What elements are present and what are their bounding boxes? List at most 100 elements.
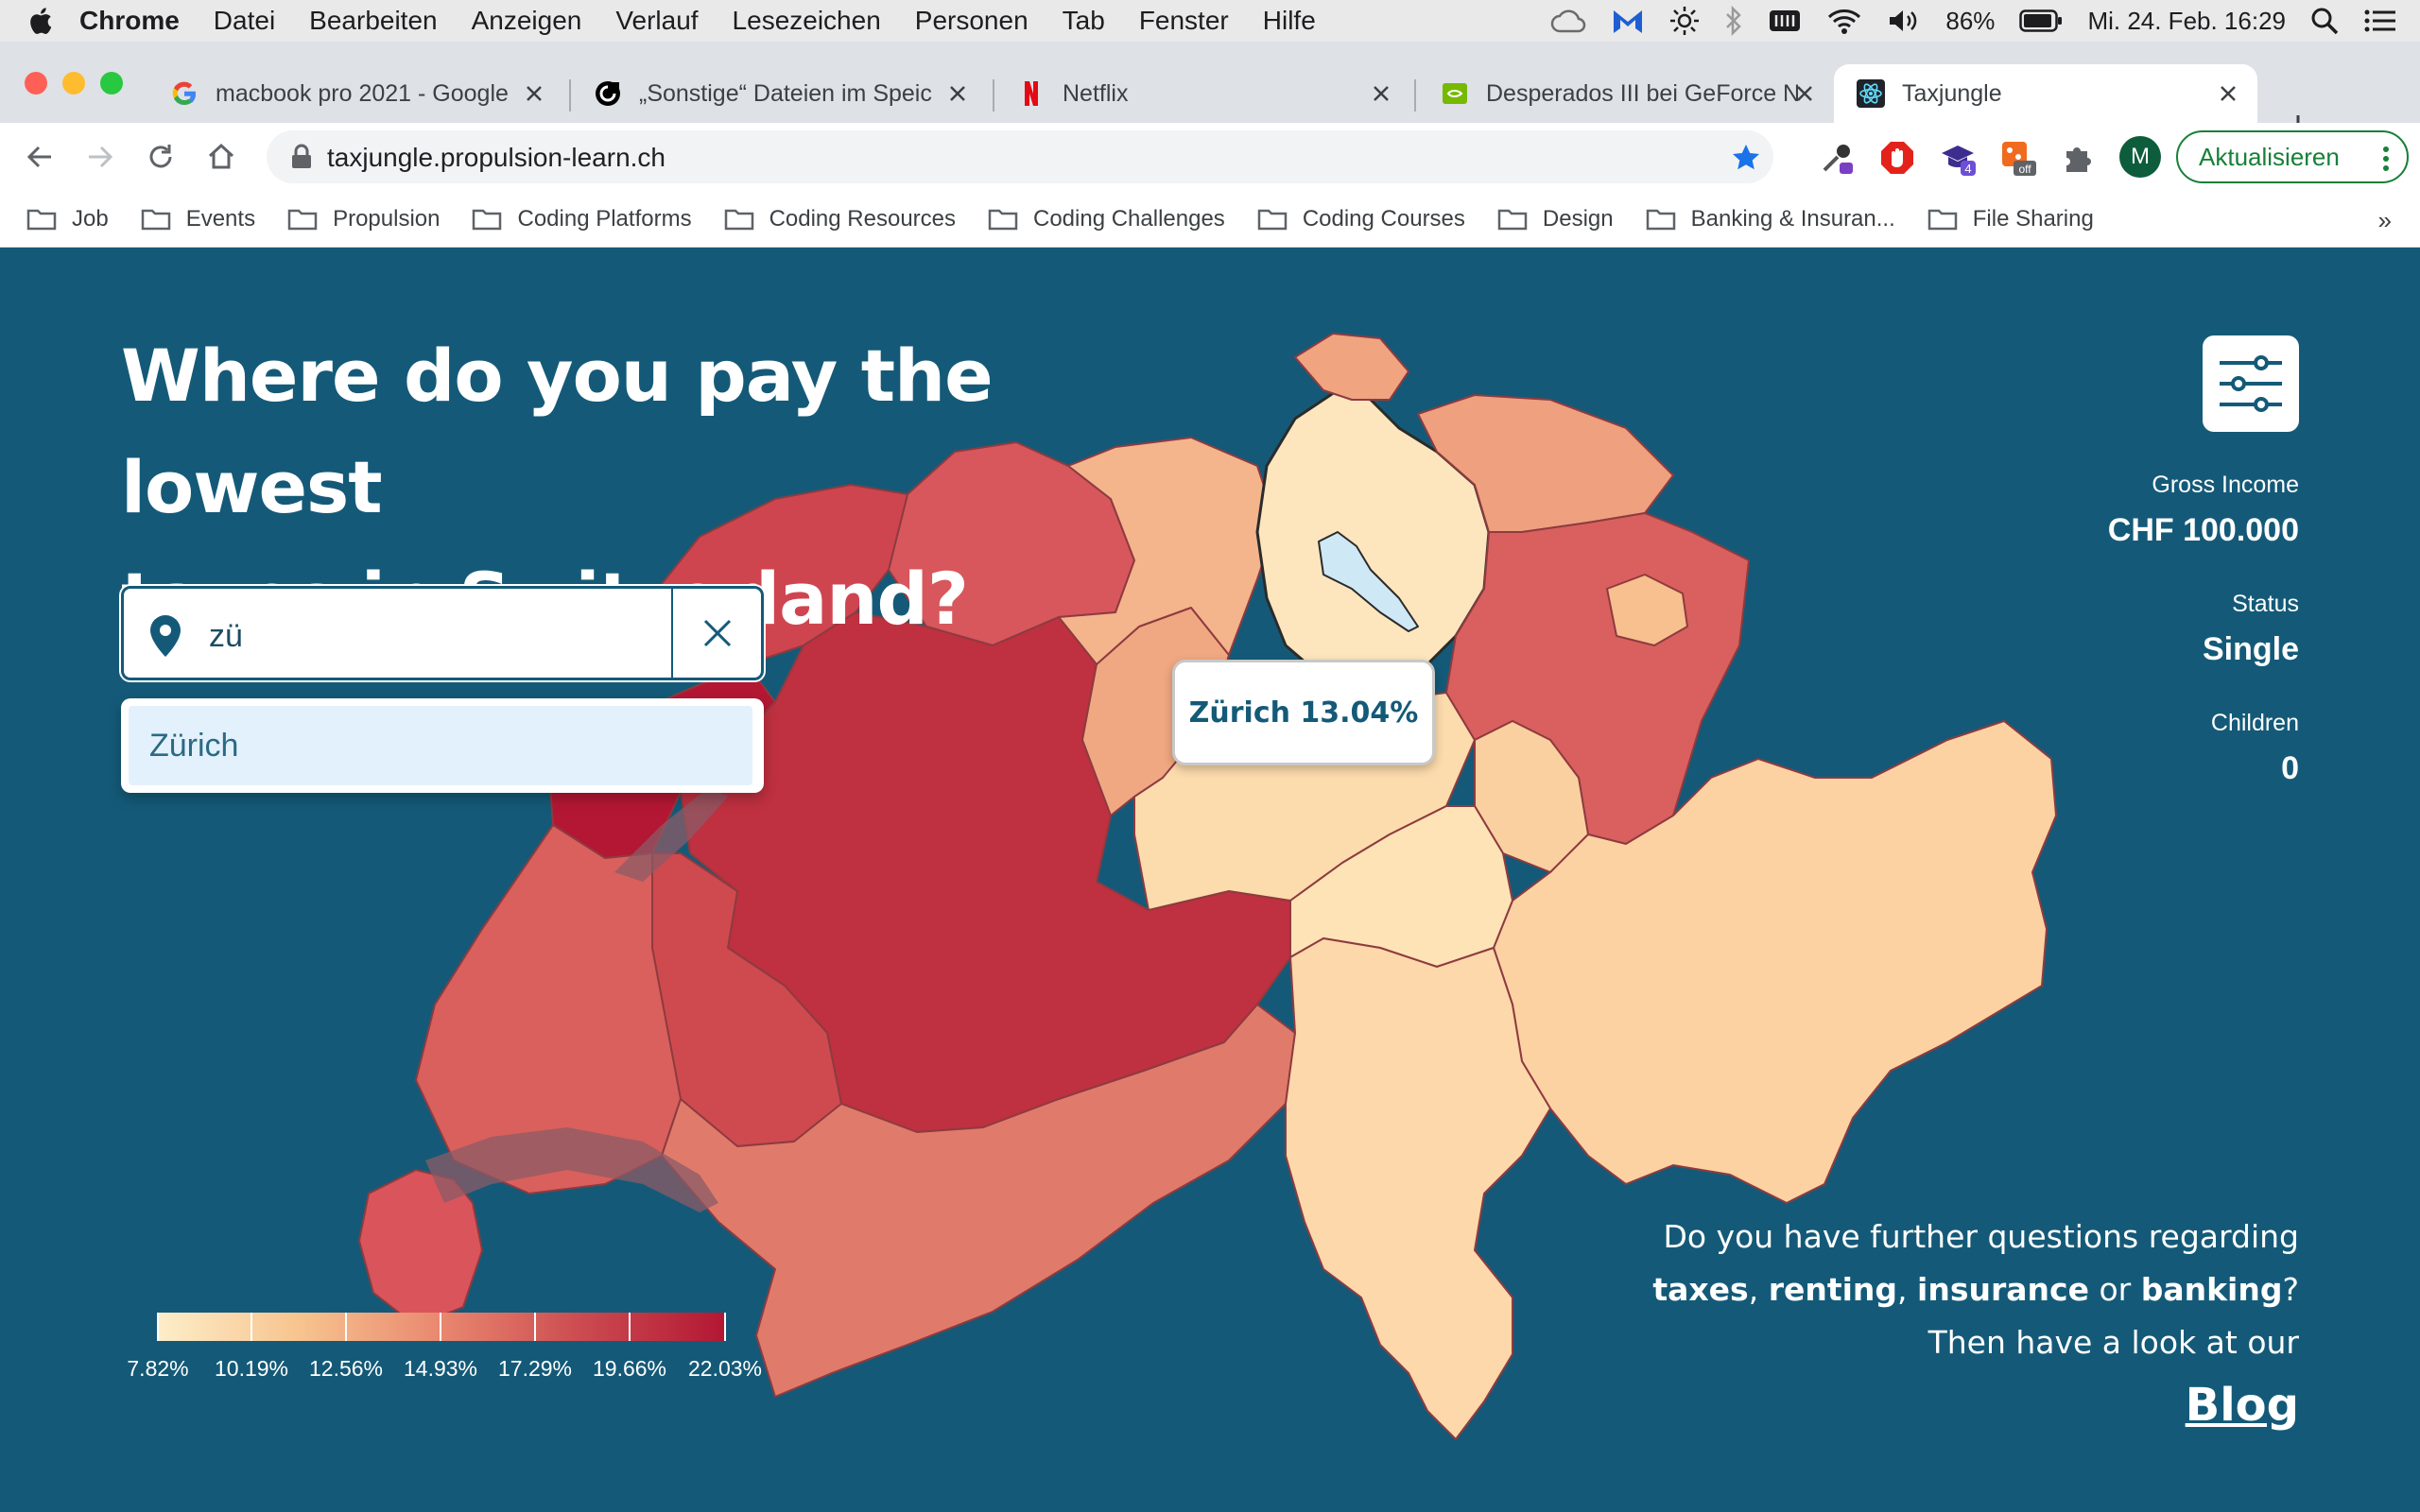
extensions-puzzle-icon[interactable] (2061, 140, 2097, 176)
url-text[interactable]: taxjungle.propulsion-learn.ch (327, 143, 666, 172)
close-tab-icon[interactable] (522, 81, 546, 106)
menu-fenster[interactable]: Fenster (1138, 6, 1229, 35)
clock[interactable]: Mi. 24. Feb. 16:29 (2087, 6, 2286, 35)
blog-line-2: taxes, renting, insurance or banking? (1652, 1271, 2299, 1308)
more-menu-icon[interactable] (2382, 146, 2390, 172)
close-tab-icon[interactable] (2216, 81, 2240, 106)
volume-icon[interactable] (1887, 7, 1921, 35)
menu-bearbeiten[interactable]: Bearbeiten (309, 6, 438, 35)
menu-datei[interactable]: Datei (213, 6, 276, 35)
bookmark-folder-file-sharing[interactable]: File Sharing (1927, 206, 2094, 232)
extension-badge: 4 (1964, 162, 1971, 176)
profile-avatar[interactable]: M (2119, 136, 2161, 178)
bookmarks-overflow-button[interactable]: » (2377, 206, 2392, 234)
menu-hilfe[interactable]: Hilfe (1262, 6, 1316, 35)
lake-zurich (1318, 531, 1419, 632)
children-label: Children (2210, 710, 2299, 736)
menu-tab[interactable]: Tab (1062, 6, 1105, 35)
bookmark-folder-coding-courses[interactable]: Coding Courses (1257, 206, 1465, 232)
children-stat[interactable]: Children 0 (2211, 710, 2299, 787)
bookmark-label: Banking & Insuran... (1690, 205, 1895, 232)
suggestion-item-zurich[interactable]: Zürich (129, 706, 752, 785)
bookmark-folder-coding-challenges[interactable]: Coding Challenges (988, 206, 1225, 232)
bookmark-folder-coding-platforms[interactable]: Coding Platforms (472, 205, 692, 232)
legend-tick (534, 1313, 536, 1341)
cookie-extension-icon[interactable]: off (2000, 140, 2036, 176)
legend-tick (251, 1313, 252, 1341)
bookmark-label: Coding Challenges (1033, 205, 1225, 232)
lock-icon[interactable] (289, 144, 314, 170)
status-value: Single (2202, 631, 2299, 667)
update-label: Aktualisieren (2199, 142, 2340, 171)
spotlight-search-icon[interactable] (2310, 7, 2339, 35)
menu-lesezeichen[interactable]: Lesezeichen (732, 6, 881, 35)
home-icon[interactable] (204, 140, 238, 174)
graduation-extension-icon[interactable]: 4 (1940, 140, 1976, 176)
menu-personen[interactable]: Personen (914, 6, 1028, 35)
forward-arrow-icon[interactable] (83, 140, 117, 174)
minimize-window-button[interactable] (62, 72, 85, 94)
status-stat[interactable]: Status Single (2203, 591, 2299, 668)
tab-google[interactable]: macbook pro 2021 - Google (147, 64, 563, 123)
close-icon (703, 619, 731, 647)
google-favicon-icon (172, 81, 197, 106)
creative-cloud-icon[interactable] (1550, 9, 1586, 33)
tab-storage[interactable]: „Sonstige“ Dateien im Speic (571, 64, 987, 123)
close-tab-icon[interactable] (945, 81, 970, 106)
bookmark-label: Coding Resources (769, 205, 956, 232)
region-appenzell[interactable] (1606, 574, 1688, 646)
bookmark-folder-job[interactable]: Job (26, 206, 109, 232)
bookmark-folder-banking[interactable]: Banking & Insuran... (1646, 206, 1895, 232)
bookmark-label: Coding Platforms (517, 205, 692, 232)
legend-tick (345, 1313, 347, 1341)
color-picker-extension-icon[interactable] (1819, 140, 1855, 176)
menu-verlauf[interactable]: Verlauf (615, 6, 699, 35)
bluetooth-icon[interactable] (1724, 6, 1743, 36)
menu-chrome[interactable]: Chrome (79, 6, 180, 35)
bookmark-folder-events[interactable]: Events (141, 206, 255, 232)
tab-geforce[interactable]: Desperados III bei GeForce N (1418, 64, 1834, 123)
blog-word-banking: banking (2140, 1271, 2283, 1308)
update-chrome-button[interactable]: Aktualisieren (2176, 130, 2409, 183)
bookmark-star-icon[interactable] (1730, 142, 1762, 174)
back-arrow-icon[interactable] (23, 140, 57, 174)
blog-link[interactable]: Blog (2185, 1379, 2299, 1432)
apple-logo-icon[interactable] (26, 6, 53, 36)
reload-icon[interactable] (144, 140, 178, 174)
wifi-icon[interactable] (1826, 7, 1862, 35)
menu-anzeigen[interactable]: Anzeigen (471, 6, 582, 35)
close-tab-icon[interactable] (1792, 81, 1817, 106)
location-search-input[interactable] (209, 610, 682, 662)
bookmark-folder-coding-resources[interactable]: Coding Resources (724, 206, 956, 232)
maximize-window-button[interactable] (100, 72, 123, 94)
bookmark-label: Events (185, 205, 256, 232)
tab-strip: macbook pro 2021 - Google „Sonstige“ Dat… (0, 42, 2420, 140)
bookmark-folder-propulsion[interactable]: Propulsion (287, 206, 440, 232)
close-window-button[interactable] (25, 72, 47, 94)
close-tab-icon[interactable] (1369, 81, 1393, 106)
battery-icon[interactable] (2019, 9, 2063, 32)
region-aargau[interactable] (1058, 437, 1277, 665)
region-valais[interactable] (661, 1004, 1296, 1398)
children-value: 0 (2281, 750, 2299, 786)
tab-taxjungle[interactable]: Taxjungle (1834, 64, 2257, 123)
switzerland-tax-map[interactable] (0, 249, 2420, 1512)
bookmark-label: Propulsion (333, 205, 441, 232)
clear-search-button[interactable] (671, 589, 761, 678)
bookmark-label: Design (1542, 205, 1614, 232)
address-bar[interactable]: taxjungle.propulsion-learn.ch (267, 130, 1773, 183)
control-center-icon[interactable] (2363, 8, 2397, 34)
legend-tick (157, 1313, 159, 1341)
legend-label: 19.66% (592, 1356, 667, 1381)
brightness-icon[interactable] (1669, 6, 1700, 36)
memory-icon[interactable] (1768, 7, 1802, 35)
malwarebytes-icon[interactable] (1611, 7, 1645, 35)
bookmark-folder-design[interactable]: Design (1497, 206, 1614, 232)
region-schaffhausen[interactable] (1294, 333, 1409, 401)
tab-netflix[interactable]: Netflix (994, 64, 1410, 123)
gross-income-stat[interactable]: Gross Income CHF 100.000 (2108, 472, 2299, 549)
filter-settings-button[interactable] (2203, 335, 2299, 432)
region-ticino[interactable] (1285, 937, 1551, 1440)
tab-title: Taxjungle (1902, 79, 2002, 107)
adblock-extension-icon[interactable] (1879, 140, 1915, 176)
